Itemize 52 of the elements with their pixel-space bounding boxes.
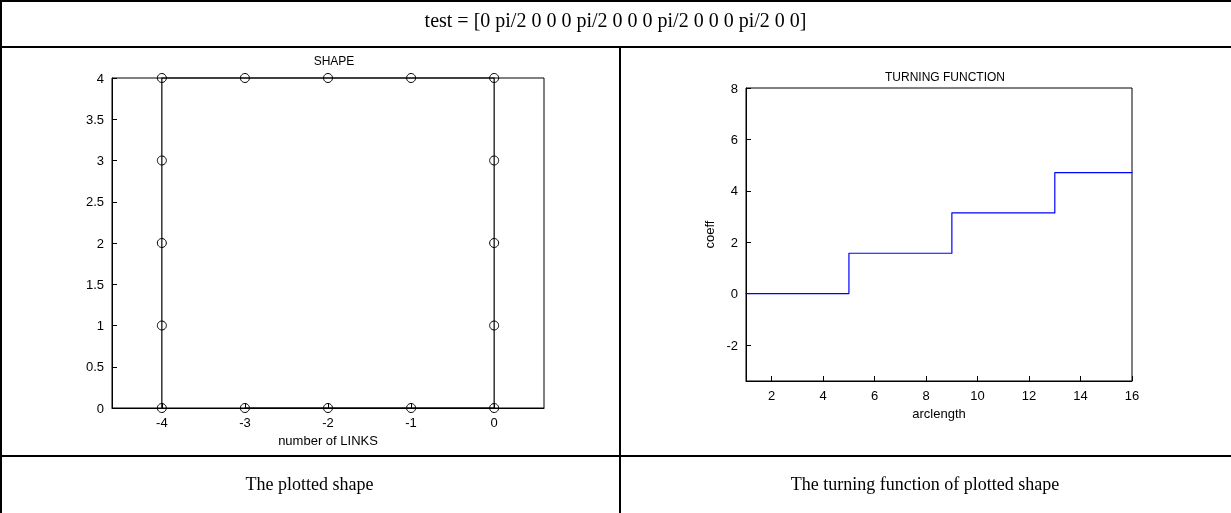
x-axis-title: number of LINKS: [278, 433, 379, 448]
y-axis-title: coeff: [701, 220, 717, 249]
y-tick-label: 4: [730, 183, 738, 199]
point: [239, 73, 250, 83]
y-tick-label: 1.5: [85, 276, 104, 292]
x-tick-label: 0: [490, 415, 498, 430]
chart-title: SHAPE: [313, 54, 355, 68]
point: [156, 73, 167, 83]
point: [489, 155, 500, 166]
y-tick-label: 0.5: [85, 359, 104, 375]
x-tick-label: 12: [1021, 388, 1037, 403]
y-tick-label: 3.5: [85, 111, 104, 127]
point: [489, 238, 500, 248]
y-tick-label: 2.5: [85, 194, 104, 210]
x-tick-label: 14: [1073, 388, 1088, 403]
y-tick-label: 0: [96, 400, 104, 416]
point: [156, 155, 167, 166]
y-tick-label: 2: [730, 234, 738, 250]
point: [489, 73, 500, 83]
point: [156, 403, 167, 413]
y-tick-label: -2: [726, 337, 738, 353]
x-tick-label: -2: [322, 415, 334, 430]
x-tick-label: -4: [156, 415, 168, 430]
text: The plotted shape: [245, 473, 374, 495]
point: [239, 403, 250, 413]
y-tick-label: 1: [96, 318, 104, 333]
point: [323, 73, 333, 83]
x-tick-label: 2: [768, 388, 776, 403]
x-tick-label: -3: [239, 415, 251, 430]
text: The turning function of plotted shape: [790, 473, 1060, 495]
point: [323, 403, 333, 413]
x-tick-label: 8: [922, 388, 930, 403]
point: [489, 403, 500, 413]
point: [406, 73, 417, 83]
y-tick-label: 6: [730, 131, 738, 147]
text: test = [0 pi/2 0 0 0 pi/2 0 0 0 pi/2 0 0 0 pi/2 0 0]: [424, 8, 807, 32]
y-tick-label: 0: [730, 286, 738, 302]
point: [156, 320, 167, 331]
x-tick-label: -1: [405, 415, 417, 430]
x-tick-label: 10: [970, 388, 985, 403]
chart-title: TURNING FUNCTION: [885, 70, 1005, 84]
point: [406, 403, 417, 413]
y-tick-label: 8: [730, 80, 738, 96]
y-tick-label: 3: [96, 153, 104, 168]
point: [489, 320, 500, 331]
x-tick-label: 6: [871, 388, 879, 403]
x-tick-label: 4: [819, 388, 827, 403]
point: [156, 238, 167, 248]
x-tick-label: 16: [1124, 388, 1140, 403]
y-tick-label: 2: [96, 235, 104, 251]
y-tick-label: 4: [96, 70, 104, 86]
x-axis-title: arclength: [912, 406, 966, 421]
